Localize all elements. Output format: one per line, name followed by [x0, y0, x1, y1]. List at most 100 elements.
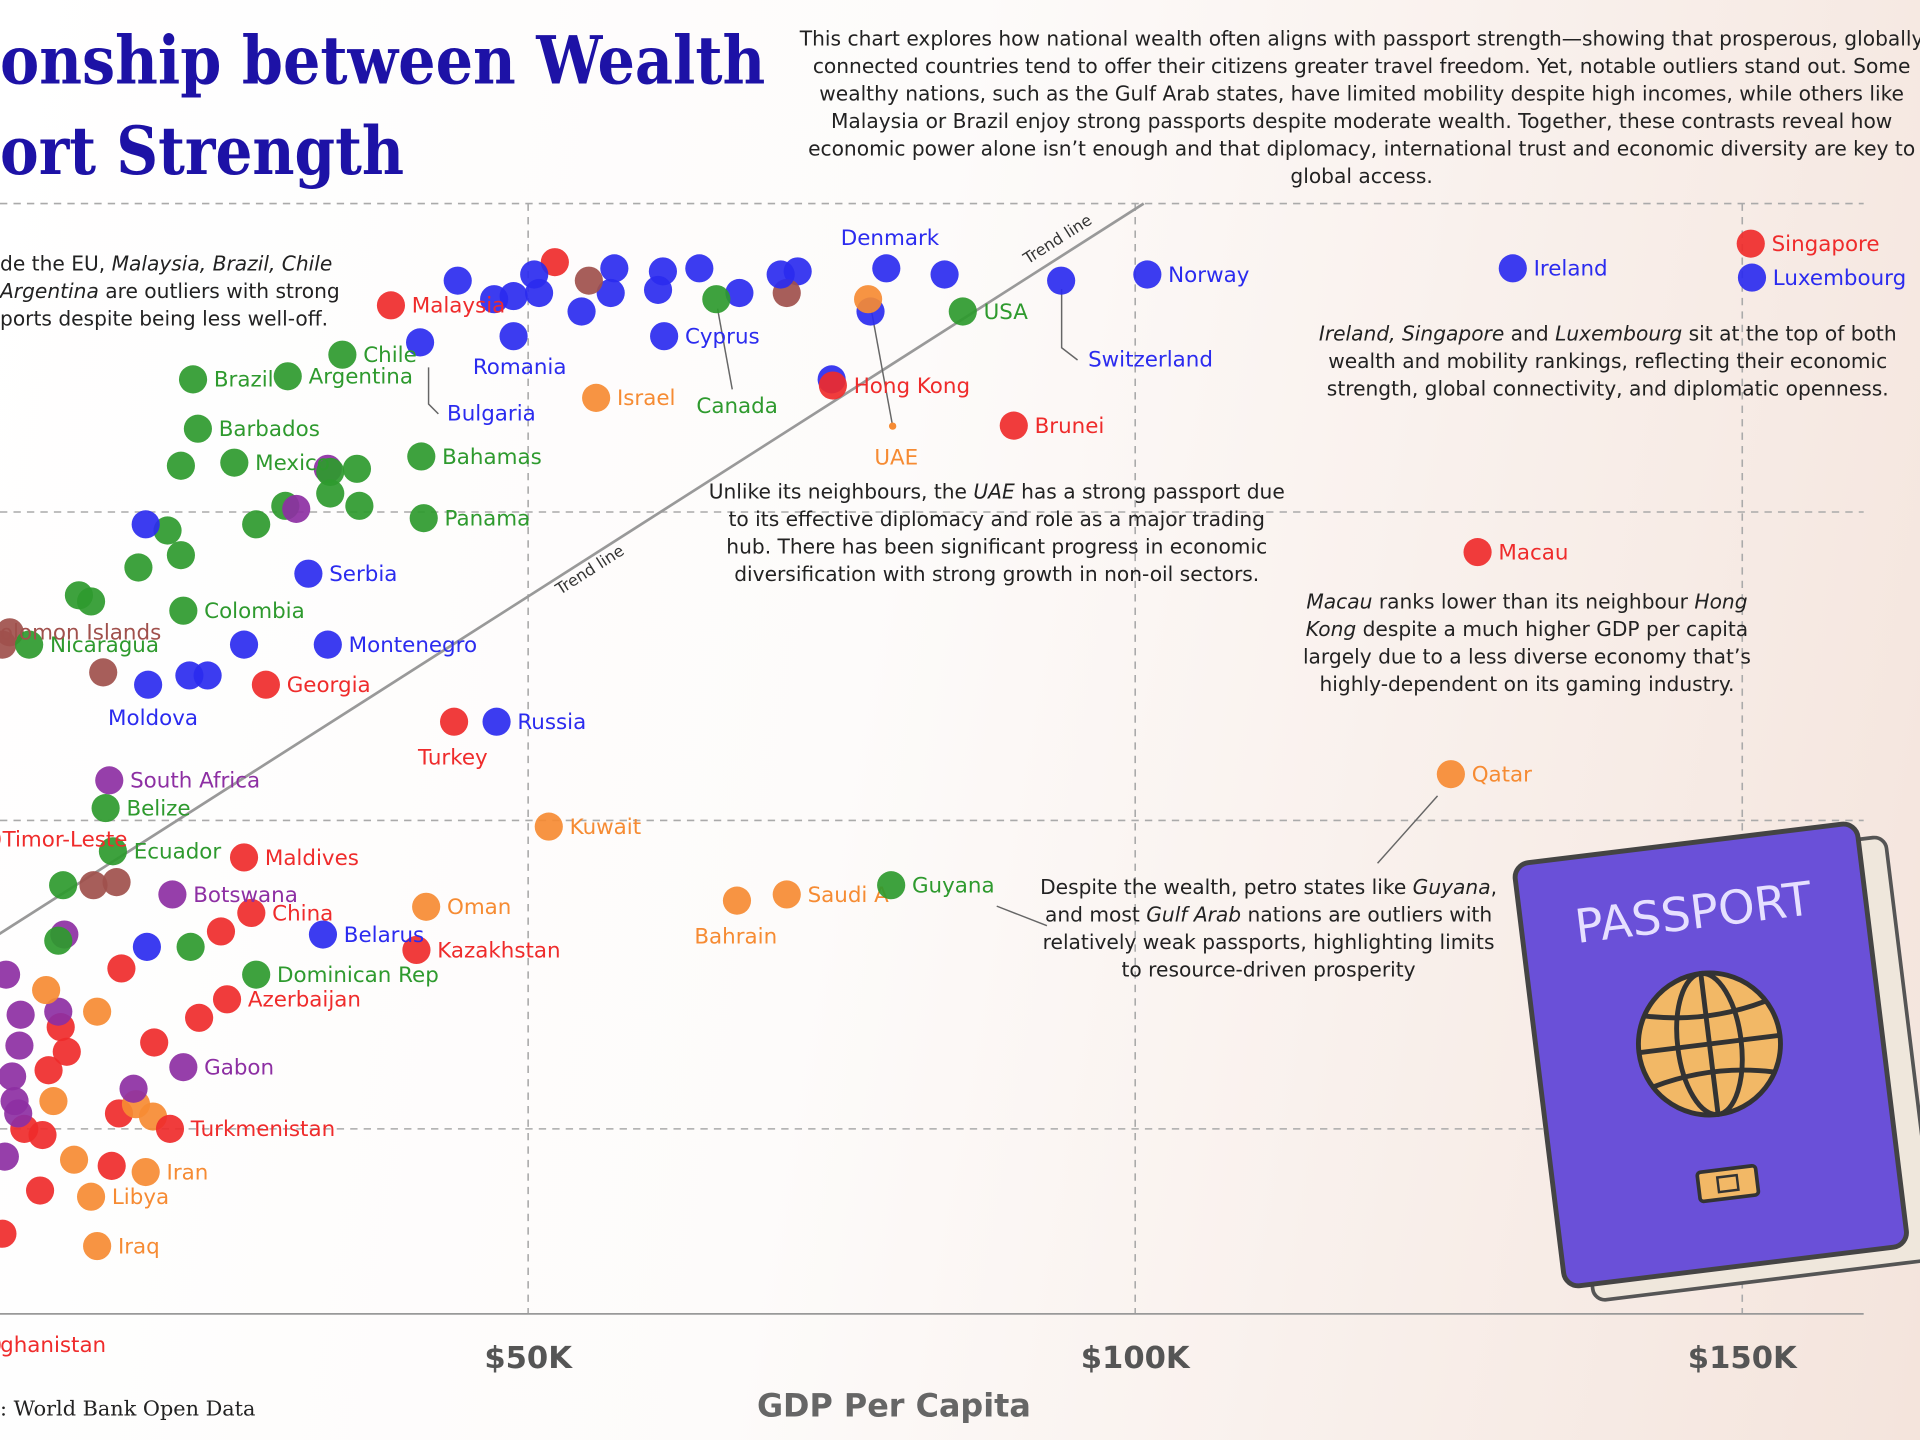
- data-point: [34, 1056, 63, 1085]
- data-point: [702, 285, 731, 314]
- data-point: [166, 451, 195, 480]
- point-label: Serbia: [329, 562, 397, 587]
- data-point: [25, 1176, 55, 1205]
- point-label: UAE: [874, 445, 918, 470]
- data-point: [98, 837, 127, 866]
- annotation-text: hub. There has been significant progress…: [726, 534, 1267, 558]
- point-label: Qatar: [1472, 763, 1532, 788]
- annotation-line: wealth and mobility rankings, reflecting…: [1328, 349, 1887, 373]
- leader-line: [716, 308, 733, 390]
- data-point: [376, 291, 406, 320]
- data-point: [567, 297, 596, 326]
- data-point: [582, 383, 611, 412]
- point-label: Dominican Rep: [277, 963, 439, 988]
- point-label: Bahrain: [694, 924, 777, 949]
- data-point: [242, 510, 271, 539]
- data-point: [480, 285, 509, 314]
- leader-line: [1060, 288, 1078, 361]
- data-point: [242, 960, 271, 989]
- data-point: [772, 880, 801, 909]
- point-label: olomon Islands: [0, 621, 161, 646]
- point-label: Panama: [445, 507, 531, 532]
- x-tick-label: $100K: [1081, 1341, 1191, 1376]
- description-line: This chart explores how national wealth …: [799, 26, 1920, 50]
- data-point: [407, 442, 436, 471]
- point-label: Chile: [363, 343, 417, 368]
- annotation-text: and most: [1045, 902, 1146, 926]
- data-point: [412, 892, 441, 921]
- point-label: Mexico: [255, 451, 330, 476]
- data-point: [107, 954, 136, 983]
- annotation-text: Argentina: [0, 279, 99, 303]
- point-label: Bahamas: [442, 445, 542, 470]
- data-point: [1047, 266, 1076, 295]
- point-label: Azerbaijan: [248, 988, 361, 1013]
- point-label: Ireland: [1534, 257, 1608, 282]
- data-point: [1737, 263, 1767, 292]
- point-label: Cyprus: [685, 325, 760, 350]
- annotation-line: strength, global connectivity, and diplo…: [1327, 377, 1889, 401]
- annotation-line: Macau ranks lower than its neighbour Hon…: [1306, 590, 1747, 614]
- annotation-text: Hong: [1694, 590, 1747, 614]
- annotation-line: Ireland, Singapore and Luxembourg sit at…: [1319, 321, 1897, 345]
- point-label: Gabon: [204, 1056, 274, 1081]
- data-point: [153, 516, 182, 545]
- data-point: [1463, 538, 1492, 567]
- data-point: [1133, 260, 1162, 289]
- annotation-text: UAE: [973, 479, 1015, 503]
- annotation-text: Luxembourg: [1555, 321, 1682, 345]
- data-point: [183, 414, 212, 443]
- data-point: [534, 812, 563, 841]
- annotation-text: Despite the wealth, petro states like: [1040, 875, 1413, 899]
- annotation-text: diversification with strong growth in no…: [734, 562, 1259, 586]
- point-label: Israel: [617, 386, 676, 411]
- point-label: Montenegro: [349, 633, 477, 658]
- data-point: [0, 1062, 27, 1091]
- data-point: [59, 1145, 89, 1174]
- data-point: [97, 1151, 126, 1180]
- point-label: Russia: [517, 710, 586, 735]
- point-label: Brunei: [1035, 414, 1105, 439]
- annotation-text: to resource-driven prosperity: [1122, 958, 1416, 982]
- data-point: [6, 1000, 35, 1029]
- data-point: [1736, 229, 1765, 258]
- x-axis-title: GDP Per Capita: [757, 1387, 1031, 1425]
- point-label: Hong Kong: [854, 374, 970, 399]
- description-line: wealthy nations, such as the Gulf Arab s…: [819, 81, 1904, 105]
- annotation-text: ranks lower than its neighbour: [1372, 590, 1694, 614]
- data-point: [132, 932, 161, 961]
- annotation-text: nations are outliers with: [1241, 902, 1492, 926]
- point-label: Switzerland: [1088, 347, 1213, 372]
- point-label: Timor-Leste: [2, 827, 128, 852]
- data-point: [5, 1031, 34, 1060]
- data-point: [725, 278, 754, 308]
- data-point: [119, 1074, 148, 1103]
- description-line: global access.: [1290, 164, 1432, 188]
- data-point: [439, 707, 469, 736]
- annotation-line: ports despite being less well-off.: [0, 307, 328, 331]
- point-label: Libya: [112, 1185, 169, 1210]
- annotation-text: Malaysia, Brazil, Chile: [112, 252, 333, 276]
- data-point: [818, 371, 847, 400]
- data-point: [328, 340, 357, 369]
- data-point: [169, 1053, 198, 1082]
- data-point: [212, 985, 242, 1014]
- data-point: [406, 328, 435, 357]
- chip: [1715, 1173, 1740, 1194]
- point-label: Luxembourg: [1773, 266, 1906, 291]
- point-label: South Africa: [130, 769, 260, 794]
- annotation-text: Kong: [1306, 617, 1357, 641]
- annotation-text: strength, global connectivity, and diplo…: [1327, 377, 1889, 401]
- data-point: [520, 260, 549, 289]
- data-point: [1498, 254, 1527, 283]
- annotation-text: has a strong passport due: [1015, 479, 1285, 503]
- annotation-text: relatively weak passports, highlighting …: [1043, 930, 1495, 954]
- point-label: Denmark: [841, 226, 940, 251]
- leader-line: [996, 905, 1048, 927]
- data-point: [316, 457, 345, 486]
- annotation-line: to its effective diplomacy and role as a…: [729, 507, 1265, 531]
- data-point: [948, 297, 977, 326]
- leaders: [427, 288, 1439, 927]
- point-label: Barbados: [219, 417, 320, 442]
